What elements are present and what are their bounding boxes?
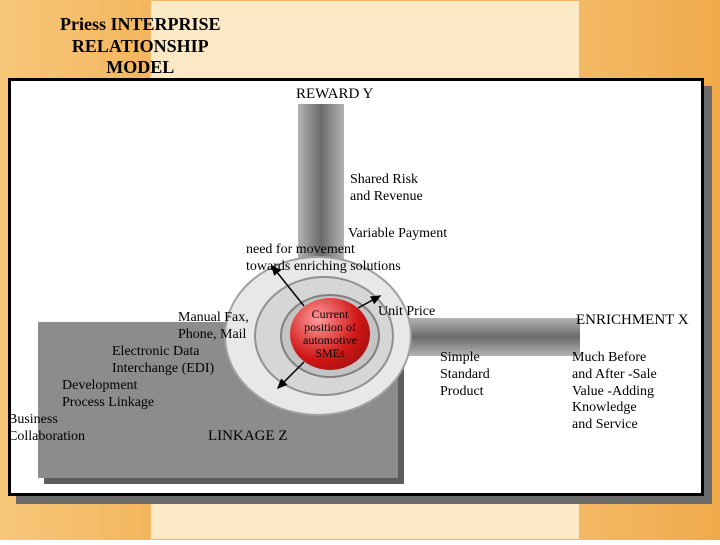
linkage-item-0: Manual Fax,Phone, Mail — [178, 310, 249, 344]
center-position-ellipse: Currentposition ofautomotiveSMEs — [290, 298, 370, 370]
linkage-item-3: BusinessCollaboration — [8, 412, 85, 446]
axis-label-enrichment: ENRICHMENT X — [576, 312, 689, 329]
enrichment-item-2: Much Beforeand After -SaleValue -AddingK… — [572, 350, 657, 434]
reward-item-2: need for movementtowards enriching solut… — [246, 242, 401, 276]
linkage-item-2: DevelopmentProcess Linkage — [62, 378, 154, 412]
reward-item-0: Shared Riskand Revenue — [350, 172, 423, 206]
model-title: Priess INTERPRISERELATIONSHIPMODEL — [60, 14, 221, 79]
linkage-item-1: Electronic DataInterchange (EDI) — [112, 344, 214, 378]
center-position-label: Currentposition ofautomotiveSMEs — [303, 308, 357, 361]
axis-label-reward: REWARD Y — [296, 86, 373, 103]
axis-label-linkage: LINKAGE Z — [208, 428, 288, 445]
reward-item-1: Variable Payment — [348, 226, 447, 243]
enrichment-item-0: Unit Price — [378, 304, 435, 321]
enrichment-item-1: SimpleStandardProduct — [440, 350, 490, 400]
